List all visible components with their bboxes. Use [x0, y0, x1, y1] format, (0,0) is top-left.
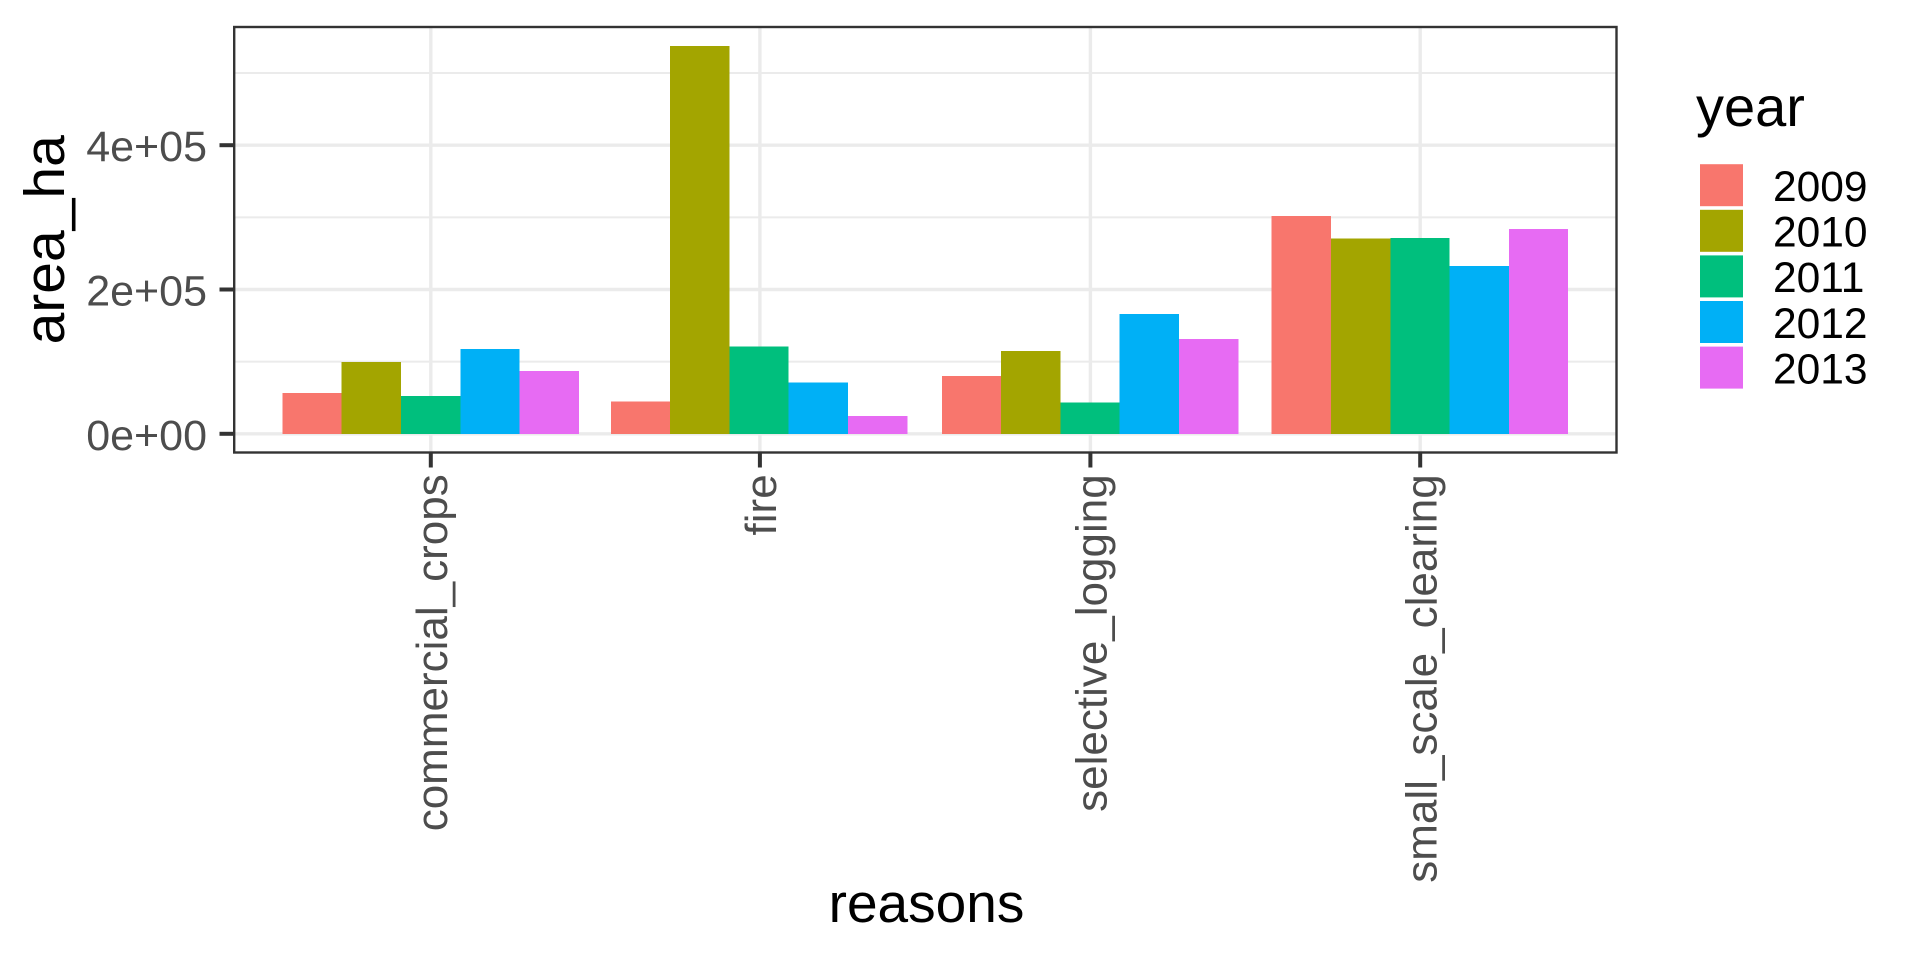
svg-text:2009: 2009	[1773, 164, 1868, 211]
svg-text:4e+05: 4e+05	[86, 123, 207, 171]
svg-text:commercial_crops: commercial_crops	[408, 474, 457, 831]
svg-text:2010: 2010	[1773, 210, 1868, 257]
svg-text:fire: fire	[737, 474, 786, 535]
svg-text:area_ha: area_ha	[13, 135, 77, 344]
svg-text:2012: 2012	[1773, 301, 1868, 348]
svg-text:2013: 2013	[1773, 346, 1868, 393]
svg-text:0e+00: 0e+00	[86, 412, 207, 460]
svg-text:small_scale_clearing: small_scale_clearing	[1398, 474, 1447, 882]
svg-text:2e+05: 2e+05	[86, 268, 207, 316]
svg-text:selective_logging: selective_logging	[1068, 474, 1117, 812]
svg-text:reasons: reasons	[829, 872, 1025, 934]
svg-text:2011: 2011	[1773, 255, 1864, 302]
svg-text:year: year	[1696, 75, 1805, 138]
